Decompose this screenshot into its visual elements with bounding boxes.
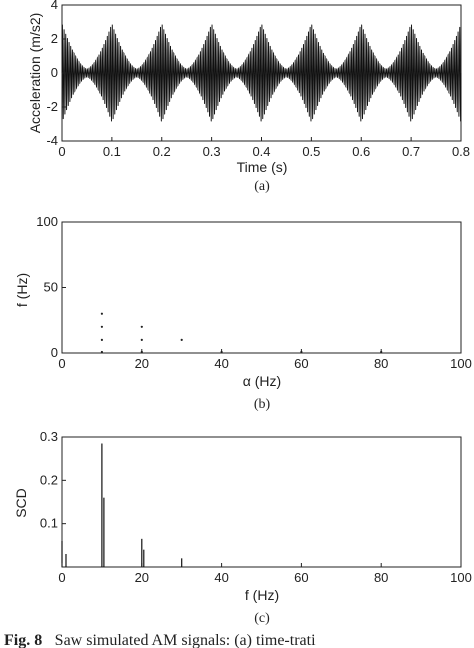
scatter-point [140,338,143,341]
y-tick-label-a: -4 [46,133,58,148]
x-tick-label-b: 0 [58,356,65,371]
x-tick-label-c: 0 [58,570,65,585]
x-tick-label-c: 20 [135,570,149,585]
y-tick-label-b: 100 [36,214,58,229]
x-tick-label-b: 20 [135,356,149,371]
panel-a: 0 0.1 0.2 0.3 0.4 0.5 0.6 0.7 0.8 4 2 0 -2 -4 Time (… [27,0,470,194]
x-tick-label-a: 0 [58,144,65,159]
x-axis-label-b: α (Hz) [243,373,281,389]
x-tick-label-a: 0.2 [153,144,171,159]
x-tick-label-a: 0.5 [302,144,320,159]
panel-b: 0 20 40 60 80 100 100 50 0 α (Hz) f (Hz) (b) [14,214,472,412]
x-tick-label-c: 80 [374,570,388,585]
x-tick-label-a: 0.4 [252,144,270,159]
caption-prefix: Fig. 8 [4,632,42,648]
y-axis-label-a: Acceleration (m/s2) [27,13,43,134]
x-tick-label-b: 40 [214,356,228,371]
x-axis-label-c: f (Hz) [245,587,279,603]
x-tick-label-a: 0.1 [103,144,121,159]
x-tick-label-a: 0.8 [452,144,470,159]
scatter-point [100,325,103,328]
panel-label-a: (a) [254,179,270,194]
scatter-points-b [100,312,383,354]
y-ticks-c: 0.3 0.2 0.1 [40,429,66,531]
x-ticks-a: 0 0.1 0.2 0.3 0.4 0.5 0.6 0.7 0.8 [58,137,470,159]
x-tick-label-b: 60 [294,356,308,371]
y-ticks-a: 4 2 0 -2 -4 [46,0,66,148]
y-tick-label-a: -2 [46,99,58,114]
y-tick-label-b: 0 [51,345,58,360]
y-tick-label-a: 4 [51,0,58,12]
x-ticks-c: 0 20 40 60 80 100 [58,563,472,585]
x-tick-label-c: 100 [450,570,472,585]
y-tick-label-c: 0.2 [40,472,58,487]
x-tick-label-a: 0.6 [352,144,370,159]
x-tick-label-b: 80 [374,356,388,371]
y-tick-label-a: 0 [51,65,58,80]
axes-frame-b [61,221,462,354]
figure-caption: Fig. 8 Saw simulated AM signals: (a) tim… [4,632,316,648]
y-tick-label-a: 2 [51,31,58,46]
x-tick-label-a: 0.3 [203,144,221,159]
spectrum-lines-c [61,443,183,567]
scatter-point [180,338,183,341]
y-axis-label-c: SCD [13,488,29,518]
y-tick-label-b: 50 [44,280,58,295]
x-tick-label-c: 40 [214,570,228,585]
x-ticks-b: 0 20 40 60 80 100 [58,349,472,371]
panel-label-c: (c) [254,611,270,626]
x-tick-label-c: 60 [294,570,308,585]
scatter-point [100,350,103,354]
y-tick-label-c: 0.1 [40,516,58,531]
x-axis-label-a: Time (s) [237,159,288,175]
x-tick-label-a: 0.7 [402,144,420,159]
x-tick-label-b: 100 [450,356,472,371]
y-ticks-b: 100 50 0 [36,214,66,360]
scatter-point [100,312,103,315]
scatter-point [100,338,103,341]
panel-c: 0 20 40 60 80 100 0.3 0.2 0.1 f (Hz) SCD (c) [13,429,472,626]
scatter-point [140,325,143,328]
y-axis-label-b: f (Hz) [14,273,30,307]
axes-frame-c [61,436,462,568]
panel-label-b: (b) [254,397,271,412]
y-tick-label-c: 0.3 [40,429,58,444]
acceleration-signal [61,24,462,122]
caption-body: Saw simulated AM signals: (a) time-trati [55,632,316,648]
